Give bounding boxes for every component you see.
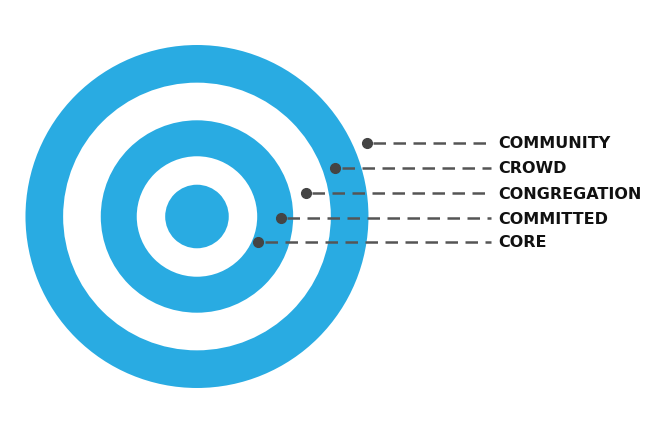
Text: CORE: CORE [498, 234, 547, 250]
Text: CONGREGATION: CONGREGATION [498, 186, 641, 201]
Text: CROWD: CROWD [498, 161, 567, 176]
Circle shape [137, 157, 257, 277]
Circle shape [25, 46, 368, 388]
Text: COMMUNITY: COMMUNITY [498, 136, 610, 151]
Circle shape [63, 83, 331, 351]
Text: COMMITTED: COMMITTED [498, 211, 608, 226]
Circle shape [165, 185, 228, 249]
Circle shape [100, 121, 293, 313]
